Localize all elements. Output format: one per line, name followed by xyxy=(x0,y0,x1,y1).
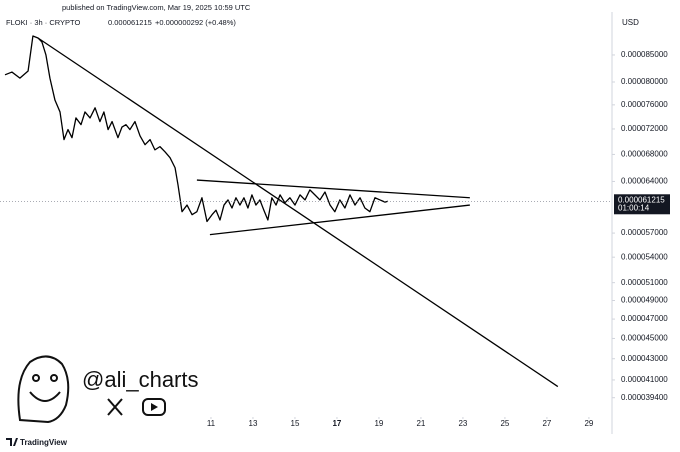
currency: USD xyxy=(622,18,639,27)
y-tick-label: 0.000057000 xyxy=(621,228,668,237)
y-tick-label: 0.000076000 xyxy=(621,100,668,109)
x-tick-label: 13 xyxy=(249,419,258,428)
trendline xyxy=(196,179,470,199)
y-tick-label: 0.000045000 xyxy=(621,334,668,343)
youtube-icon xyxy=(142,398,166,416)
header-change: +0.000000292 (+0.48%) xyxy=(155,18,236,27)
last-price-label: 0.000061215 xyxy=(618,195,665,204)
countdown: 01:00:14 xyxy=(618,203,650,212)
y-tick-label: 0.000068000 xyxy=(621,150,668,159)
watermark-handle: @ali_charts xyxy=(82,367,199,392)
y-tick-label: 0.000085000 xyxy=(621,50,668,59)
trendline xyxy=(209,204,470,236)
y-tick-label: 0.000049000 xyxy=(621,296,668,305)
y-tick-label: 0.000072000 xyxy=(621,124,668,133)
header-price: 0.000061215 xyxy=(108,18,152,27)
tradingview-logo xyxy=(6,438,18,446)
x-tick-label: 19 xyxy=(374,419,383,428)
y-tick-label: 0.000064000 xyxy=(621,177,668,186)
y-tick-label: 0.000080000 xyxy=(621,77,668,86)
last-price-box xyxy=(614,194,670,215)
brand: TradingView xyxy=(20,438,68,447)
y-tick-label: 0.000043000 xyxy=(621,354,668,363)
y-tick-label: 0.000041000 xyxy=(621,375,668,384)
x-icon xyxy=(107,398,123,416)
x-tick-label: 23 xyxy=(458,419,467,428)
y-tick-label: 0.000039400 xyxy=(621,393,668,402)
x-tick-label: 27 xyxy=(542,419,551,428)
x-tick-label: 29 xyxy=(584,419,593,428)
symbol: FLOKI · 3h · CRYPTO xyxy=(6,18,80,27)
x-tick-label: 11 xyxy=(207,419,216,428)
y-tick-label: 0.000054000 xyxy=(621,252,668,261)
x-tick-label: 21 xyxy=(416,419,425,428)
trendline xyxy=(37,37,559,388)
published-note: published on TradingView.com, Mar 19, 20… xyxy=(62,3,251,12)
avatar xyxy=(17,355,70,424)
y-tick-label: 0.000051000 xyxy=(621,278,668,287)
y-tick-label: 0.000047000 xyxy=(621,314,668,323)
x-tick-label: 25 xyxy=(500,419,509,428)
x-tick-label: 17 xyxy=(332,419,341,428)
price-line xyxy=(4,35,389,223)
x-tick-label: 15 xyxy=(291,419,300,428)
